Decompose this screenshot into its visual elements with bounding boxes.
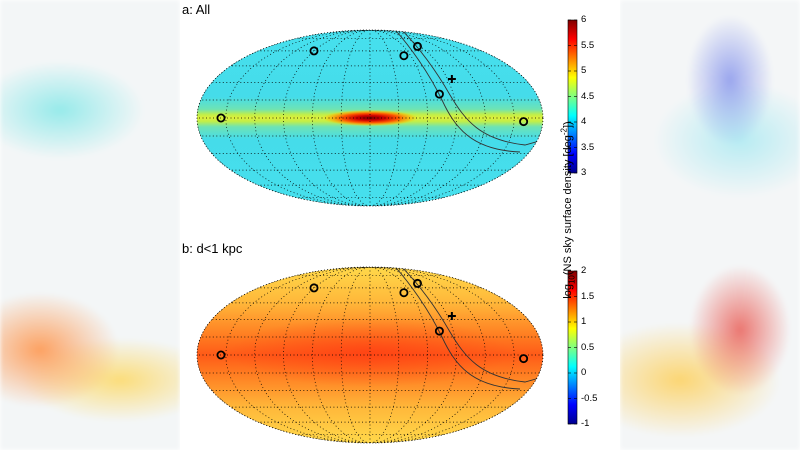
colorbar-tick-label: 6 [581, 14, 587, 25]
colorbar-tick-label: -0.5 [581, 392, 598, 404]
boundary-curve-inner [387, 30, 521, 153]
source-marker [434, 326, 444, 336]
meridian-line [254, 267, 371, 443]
coordinate-grid-b [197, 267, 543, 443]
source-marker [399, 288, 409, 298]
sky-maps [196, 19, 578, 444]
map-outline-a [196, 29, 544, 207]
meridian-line [369, 267, 429, 443]
source-marker [309, 46, 319, 56]
source-marker [519, 117, 529, 127]
source-marker [412, 278, 422, 288]
meridian-line [311, 267, 371, 443]
blurred-background-right [620, 0, 800, 450]
source-marker [434, 89, 444, 99]
colorbar-tick-label: 1 [581, 316, 587, 327]
meridian-line [369, 267, 515, 443]
colorbar-tick-label: 0 [581, 367, 587, 378]
figure: a: All b: d<1 kpc 6 5.5 5 4.5 4 3.5 3 2 1.5 1 0.5… [180, 0, 620, 450]
panel-b-title: b: d<1 kpc [182, 241, 243, 256]
colorbar-tick-label: 5.5 [581, 39, 595, 51]
panel-a-title: a: All [182, 2, 211, 17]
meridian-line [369, 30, 457, 206]
meridian-line [311, 30, 371, 206]
meridian-line [369, 267, 486, 443]
map-outline-b [196, 266, 544, 444]
source-marker [519, 354, 529, 364]
meridian-line [369, 30, 429, 206]
plus-marker [447, 75, 456, 84]
coordinate-grid-a [197, 30, 543, 206]
colorbar-b [567, 270, 578, 425]
colorbar-tick-label: 2 [581, 265, 587, 276]
colorbar-a [567, 19, 578, 174]
colorbar-tick-label: -1 [581, 418, 590, 429]
map-panel-a [196, 29, 544, 207]
source-marker [399, 51, 409, 61]
colorbar-tick-label: 4.5 [581, 90, 595, 102]
meridian-line [369, 267, 457, 443]
boundary-curve-inner-b [387, 267, 521, 390]
source-marker [216, 113, 226, 123]
meridian-line [225, 30, 371, 206]
meridian-line [225, 267, 371, 443]
colorbar-tick-label: 3.5 [581, 141, 595, 153]
colorbar-tick-label: 1.5 [581, 290, 595, 302]
colorbar-axis-label: log10(NS sky surface density [deg-2]) [559, 121, 577, 299]
source-marker [412, 41, 422, 51]
source-marker [216, 350, 226, 360]
colorbar-tick-label: 5 [581, 65, 587, 76]
map-panel-b [196, 266, 544, 444]
meridian-line [254, 30, 371, 206]
blurred-background-left [0, 0, 180, 450]
markers-b [216, 278, 529, 364]
meridian-line [369, 30, 515, 206]
markers-a [216, 41, 529, 127]
source-marker [309, 283, 319, 293]
meridian-line [369, 30, 486, 206]
colorbar-tick-label: 3 [581, 167, 587, 178]
colorbar-tick-label: 4 [581, 116, 587, 127]
colorbar-tick-label: 0.5 [581, 341, 595, 353]
plus-marker [447, 312, 456, 321]
